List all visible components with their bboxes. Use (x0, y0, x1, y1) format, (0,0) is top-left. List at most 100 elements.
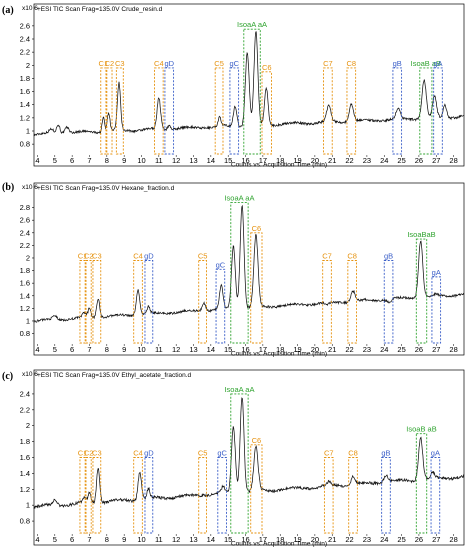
peak-marker-box (381, 457, 391, 534)
x-tick-label: 16 (241, 345, 249, 354)
x-tick-label: 13 (189, 345, 197, 354)
panel-b-label: (b) (2, 182, 14, 193)
x-tick-label: 20 (311, 535, 319, 544)
x-tick-label: 25 (397, 535, 405, 544)
peak-marker-label: IsoaA aA (224, 194, 254, 203)
x-tick-label: 28 (449, 345, 457, 354)
peak-marker-label: C4 (133, 251, 143, 260)
y-tick-label: 1.4 (20, 469, 30, 478)
x-tick-label: 28 (449, 535, 457, 544)
x-tick-label: 8 (105, 156, 109, 165)
peak-marker-box (133, 260, 143, 344)
y-tick-label: 1 (26, 316, 30, 325)
peak-marker-box (323, 67, 333, 155)
x-tick-label: 24 (380, 156, 388, 165)
x-tick-label: 12 (172, 156, 180, 165)
peak-marker-label: gB (384, 251, 393, 260)
x-tick-label: 6 (70, 535, 74, 544)
peak-marker-box (154, 67, 164, 155)
panel-c: (c) +ESI TIC Scan Frag=135.0V Ethyl_acet… (2, 369, 465, 548)
peak-marker-label: gD (144, 251, 154, 260)
peak-marker-label: C3 (92, 449, 102, 458)
peak-marker-box (133, 457, 143, 534)
peak-marker-label: IsoaA aA (237, 20, 267, 29)
peak-marker-box (261, 71, 272, 155)
peak-marker-box (433, 67, 443, 155)
panel-a-label: (a) (2, 5, 14, 16)
plot-frame (33, 182, 465, 356)
peak-marker-box (243, 28, 261, 155)
y-tick-label: 0.8 (20, 329, 30, 338)
x-tick-label: 18 (276, 535, 284, 544)
peak-marker-box (92, 457, 102, 534)
x-tick-label: 25 (397, 156, 405, 165)
x-tick-label: 24 (380, 345, 388, 354)
peak-marker-box (322, 260, 332, 344)
peak-marker-label: C8 (347, 251, 357, 260)
peak-marker-label: gC (229, 59, 239, 68)
peak-marker-label: IsoaB aB (406, 425, 436, 434)
x-tick-label: 22 (345, 156, 353, 165)
peak-marker-label: gC (217, 449, 227, 458)
panel-c-label: (c) (2, 371, 13, 382)
x-tick-label: 4 (35, 535, 39, 544)
x-tick-label: 7 (87, 156, 91, 165)
x-tick-label: 24 (380, 535, 388, 544)
peak-marker-box (346, 67, 357, 155)
peak-marker-label: C8 (348, 449, 358, 458)
x-tick-label: 12 (172, 345, 180, 354)
peak-marker-box (229, 67, 240, 155)
peak-marker-box (79, 457, 86, 534)
peak-marker-label: C7 (322, 251, 332, 260)
peak-marker-label: gD (144, 449, 154, 458)
peak-marker-label: IsoaB aB (411, 59, 441, 68)
x-tick-label: 26 (415, 535, 423, 544)
y-tick-label: 2.4 (20, 228, 30, 237)
plot-frame (33, 3, 465, 167)
x-tick-label: 10 (137, 345, 145, 354)
panel-b: (b) +ESI TIC Scan Frag=135.0V Hexane_fra… (2, 182, 465, 358)
x-tick-label: 23 (363, 345, 371, 354)
x-tick-label: 10 (137, 156, 145, 165)
y-tick-label: 2.4 (20, 389, 30, 398)
x-tick-label: 5 (53, 156, 57, 165)
y-tick-label: 1.2 (20, 304, 30, 313)
y-tick-label: 1 (26, 501, 30, 510)
peak-marker-label: gA (433, 59, 442, 68)
x-tick-label: 8 (105, 535, 109, 544)
x-tick-label: 20 (311, 345, 319, 354)
x-tick-label: 13 (189, 535, 197, 544)
x-tick-label: 19 (293, 535, 301, 544)
y-tick-label: 1.8 (20, 437, 30, 446)
x-tick-label: 13 (189, 156, 197, 165)
x-tick-label: 5 (53, 345, 57, 354)
peak-marker-label: C1 (99, 59, 109, 68)
peak-marker-label: C1 (78, 251, 88, 260)
peak-marker-label: gD (164, 59, 174, 68)
peak-marker-box (215, 268, 226, 344)
peak-marker-label: C6 (262, 63, 272, 72)
x-tick-label: 17 (259, 535, 267, 544)
y-tick-label: 1.8 (20, 74, 30, 83)
peak-marker-box (323, 457, 334, 534)
x-tick-label: 15 (224, 535, 232, 544)
y-scale-label: x10 6 (22, 184, 38, 191)
y-tick-label: 0.8 (20, 140, 30, 149)
peak-marker-box (115, 67, 124, 155)
x-tick-label: 21 (328, 345, 336, 354)
peak-marker-box (430, 457, 441, 534)
peak-marker-label: gA (432, 268, 441, 277)
x-tick-label: 6 (70, 345, 74, 354)
peak-marker-box (415, 433, 428, 534)
scan-header: +ESI TIC Scan Frag=135.0V Ethyl_acetate_… (37, 372, 192, 379)
x-tick-label: 14 (207, 345, 215, 354)
y-tick-label: 2 (26, 421, 30, 430)
y-tick-label: 1.2 (20, 485, 30, 494)
peak-marker-label: C2 (84, 251, 94, 260)
peak-marker-box (144, 457, 154, 534)
tic-trace-line (33, 31, 465, 137)
x-tick-label: 14 (207, 535, 215, 544)
peak-marker-box (217, 457, 227, 534)
x-tick-label: 25 (397, 345, 405, 354)
x-tick-label: 5 (53, 535, 57, 544)
